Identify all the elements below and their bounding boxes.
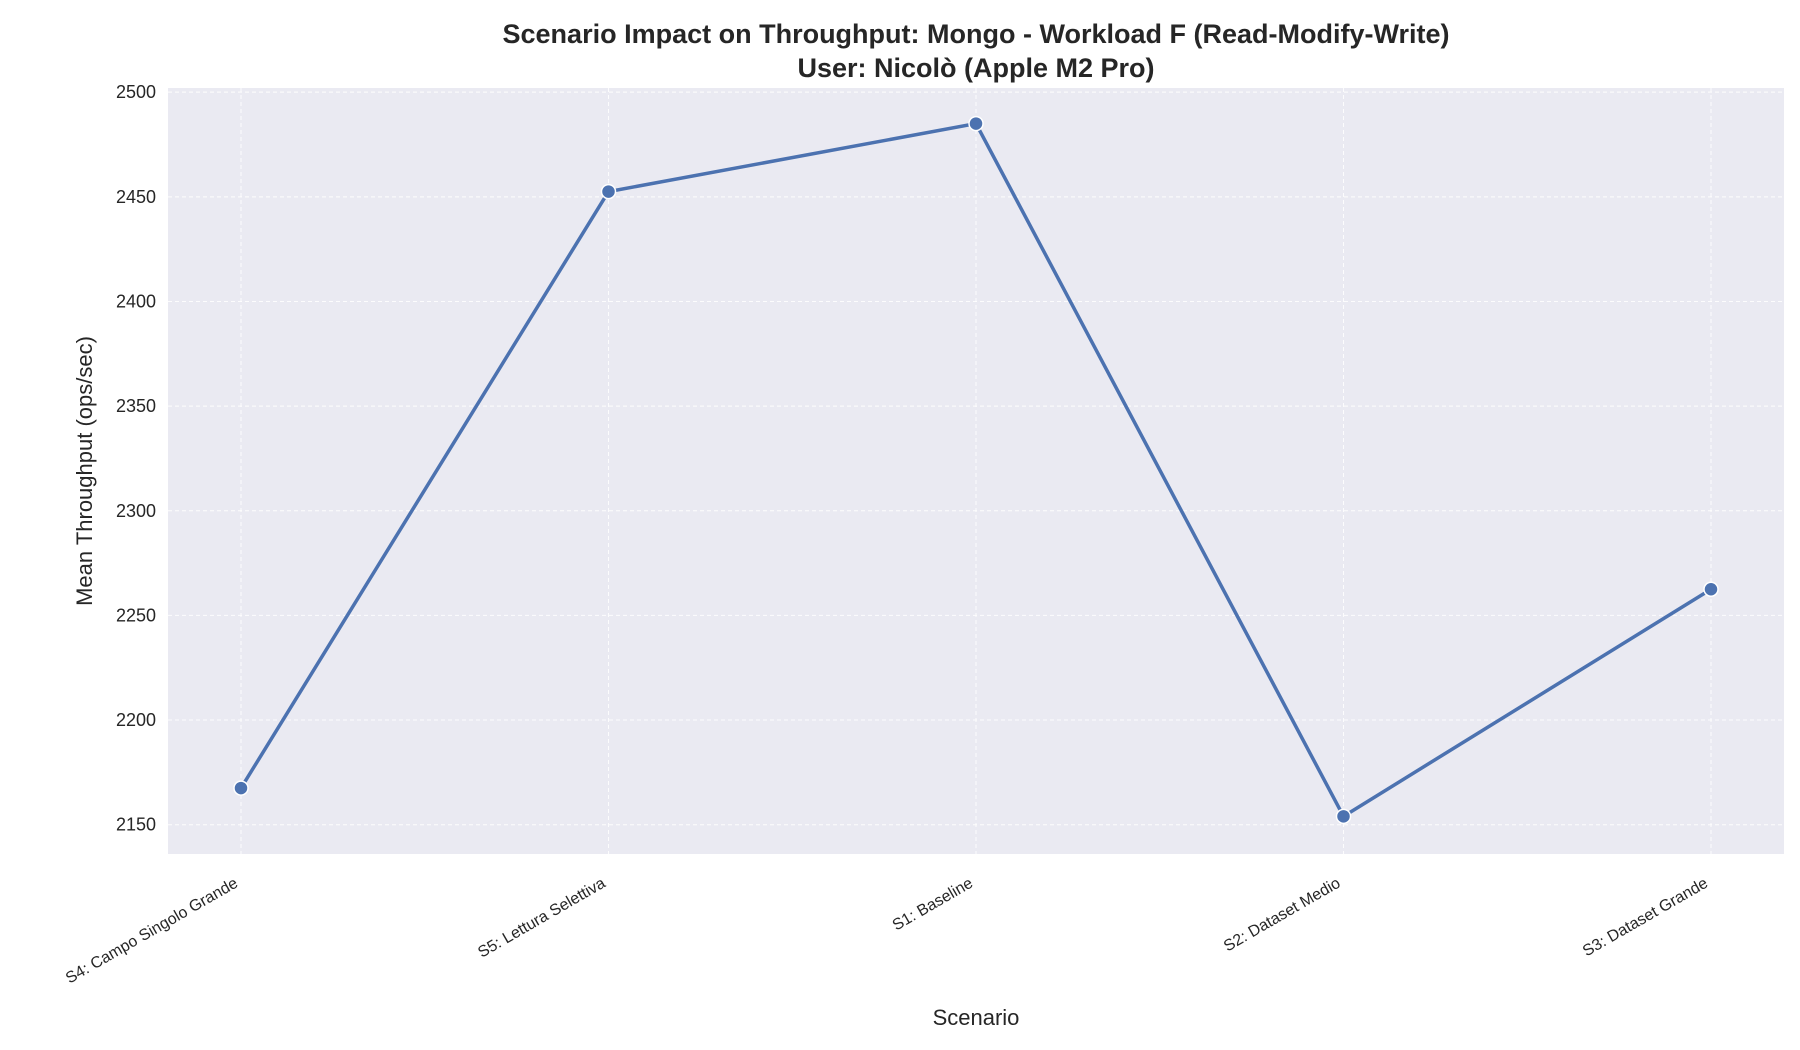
gridlines: [168, 88, 1784, 854]
data-point: [233, 780, 249, 796]
data-point: [1703, 581, 1719, 597]
x-tick-label: S5: Lettura Selettiva: [475, 875, 608, 962]
series-layer: [233, 115, 1719, 825]
y-tick-label: 2250: [116, 605, 156, 625]
x-axis-label: Scenario: [933, 1005, 1020, 1030]
y-tick-label: 2200: [116, 710, 156, 730]
data-point: [1335, 808, 1352, 825]
y-tick-label: 2450: [116, 187, 156, 207]
y-tick-label: 2300: [116, 501, 156, 521]
x-tick-label: S2: Dataset Medio: [1221, 875, 1344, 956]
y-axis-label: Mean Throughput (ops/sec): [72, 336, 97, 606]
data-point: [968, 115, 984, 132]
data-point: [600, 183, 617, 200]
chart-subtitle: User: Nicolò (Apple M2 Pro): [797, 53, 1154, 83]
y-tick-labels: 2150 2200 2250 2300 2350 2400 2450 2500: [116, 82, 156, 835]
chart-title: Scenario Impact on Throughput: Mongo - W…: [503, 19, 1450, 49]
y-tick-label: 2150: [116, 815, 156, 835]
y-tick-label: 2350: [116, 396, 156, 416]
x-tick-label: S3: Dataset Grande: [1580, 875, 1711, 960]
x-tick-label: S1: Baseline: [890, 875, 976, 935]
y-tick-label: 2500: [116, 82, 156, 102]
y-tick-label: 2400: [116, 291, 156, 311]
x-tick-labels: S4: Campo Singolo Grande S5: Lettura Sele…: [63, 875, 1711, 988]
x-tick-label: S4: Campo Singolo Grande: [63, 875, 241, 988]
